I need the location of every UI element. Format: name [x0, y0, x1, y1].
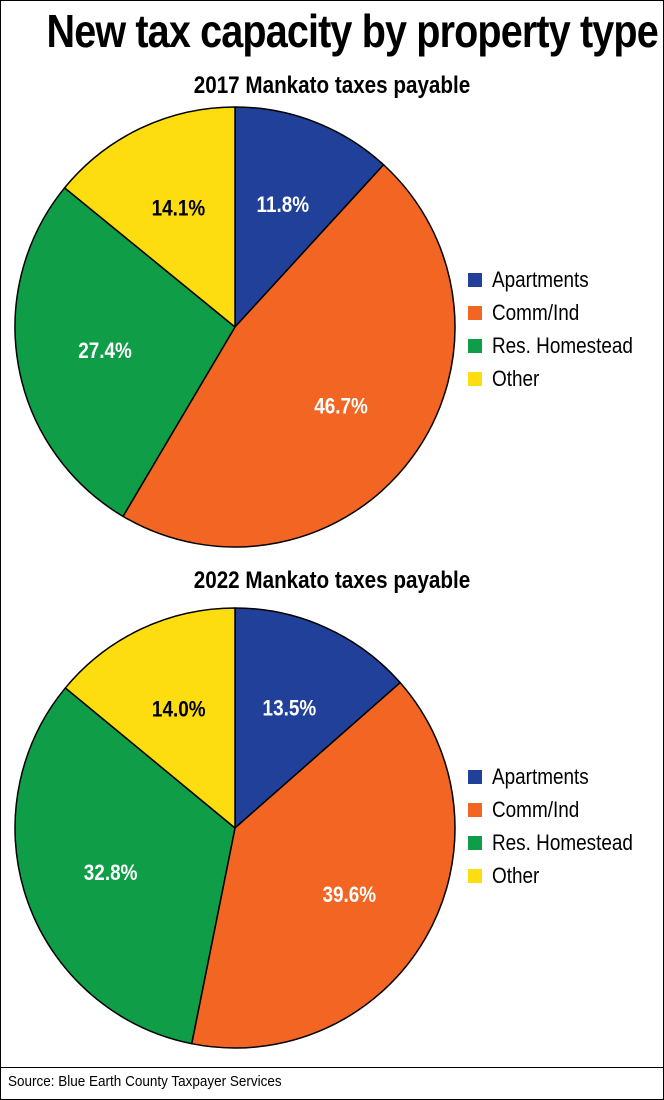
- chart-1-title: 2017 Mankato taxes payable: [193, 72, 471, 99]
- legend-item-res-homestead: Res. Homestead: [468, 329, 656, 362]
- legend-item-apartments: Apartments: [468, 263, 656, 296]
- pie-slice-res-homestead: [14, 187, 236, 518]
- slice-label-res-homestead: 27.4%: [78, 339, 132, 364]
- legend-label-res-homestead: Res. Homestead: [492, 829, 633, 855]
- chart-1-legend: Apartments Comm/Ind Res. Homestead Other: [468, 263, 656, 395]
- slice-label-apartments: 13.5%: [263, 696, 317, 721]
- legend-swatch-other: [468, 371, 482, 386]
- pie-chart-2022: 13.5% 39.6% 32.8% 14.0%: [14, 607, 456, 1049]
- legend-item-comm-ind: Comm/Ind: [468, 296, 656, 329]
- pie-slice-apartments: [234, 106, 385, 328]
- legend-label-other: Other: [492, 365, 540, 391]
- chart-2: 13.5% 39.6% 32.8% 14.0% Apartments Comm/Ind…: [0, 604, 664, 1059]
- pie-slice-comm-ind: [122, 163, 456, 548]
- legend-label-other: Other: [492, 862, 540, 888]
- slice-label-other: 14.1%: [152, 196, 206, 221]
- legend-item-apartments: Apartments: [468, 760, 656, 793]
- pie-chart-2017: 11.8% 46.7% 27.4% 14.1%: [14, 106, 456, 548]
- legend-item-comm-ind: Comm/Ind: [468, 793, 656, 826]
- chart-1: 11.8% 46.7% 27.4% 14.1% Apartments Comm/Ind…: [0, 105, 664, 555]
- slice-label-comm-ind: 39.6%: [323, 883, 377, 908]
- legend-item-res-homestead: Res. Homestead: [468, 826, 656, 859]
- source-note: Source: Blue Earth County Taxpayer Servi…: [8, 1073, 282, 1090]
- slice-label-other: 14.0%: [152, 697, 206, 722]
- pie-slice-comm-ind: [190, 681, 456, 1049]
- legend-swatch-comm-ind: [468, 802, 482, 817]
- page-title: New tax capacity by property type: [46, 5, 658, 57]
- slice-label-comm-ind: 46.7%: [314, 394, 368, 419]
- legend-label-apartments: Apartments: [492, 266, 589, 292]
- legend-swatch-comm-ind: [468, 305, 482, 320]
- legend-label-apartments: Apartments: [492, 763, 589, 789]
- pie-slice-other: [64, 607, 236, 829]
- legend-swatch-other: [468, 868, 482, 883]
- pie-slice-apartments: [234, 607, 401, 829]
- legend-swatch-res-homestead: [468, 338, 482, 353]
- source-divider: [0, 1067, 664, 1068]
- pie-slice-other: [63, 106, 236, 328]
- legend-swatch-apartments: [468, 769, 482, 784]
- chart-2-title: 2022 Mankato taxes payable: [193, 567, 471, 594]
- legend-swatch-res-homestead: [468, 835, 482, 850]
- legend-label-comm-ind: Comm/Ind: [492, 796, 580, 822]
- slice-label-apartments: 11.8%: [257, 193, 310, 218]
- legend-label-res-homestead: Res. Homestead: [492, 332, 633, 358]
- chart-2-legend: Apartments Comm/Ind Res. Homestead Other: [468, 760, 656, 892]
- pie-slice-res-homestead: [14, 687, 236, 1045]
- legend-item-other: Other: [468, 859, 656, 892]
- legend-label-comm-ind: Comm/Ind: [492, 299, 580, 325]
- legend-swatch-apartments: [468, 272, 482, 287]
- slice-label-res-homestead: 32.8%: [84, 861, 138, 886]
- legend-item-other: Other: [468, 362, 656, 395]
